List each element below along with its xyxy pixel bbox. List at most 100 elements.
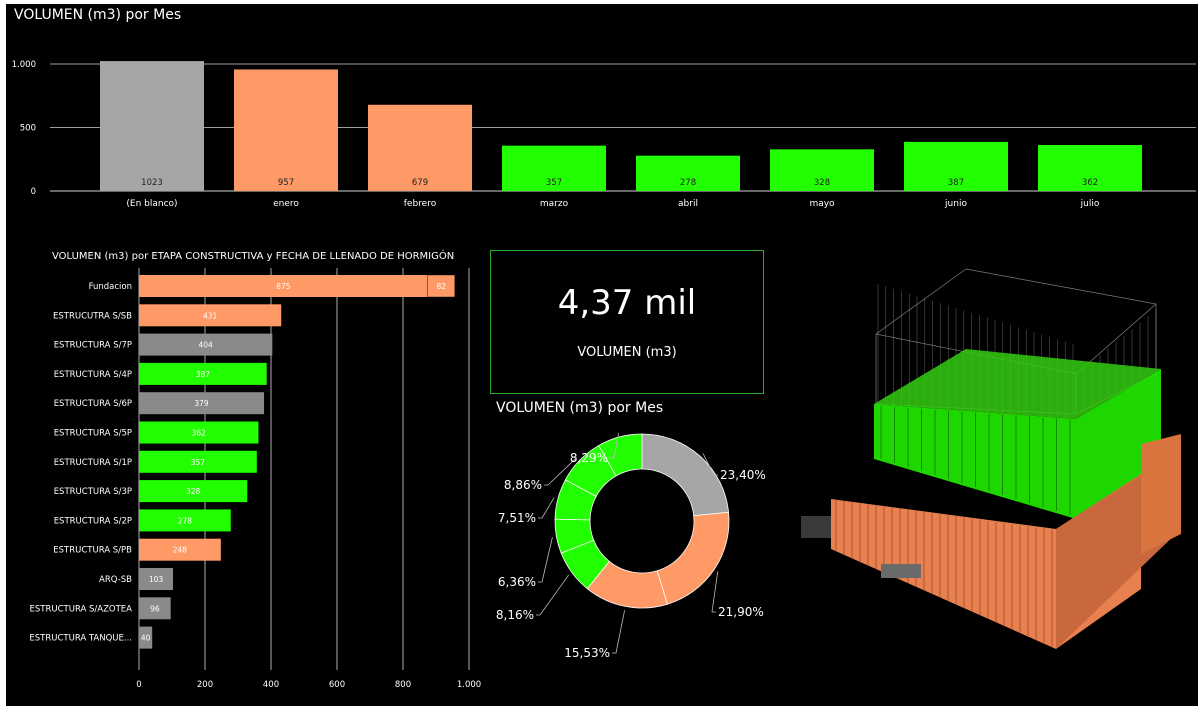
- y-tick-label: 1.000: [12, 60, 36, 70]
- slice-leader-line: [711, 571, 719, 613]
- bar-value-label: 362: [192, 429, 207, 438]
- x-tick-label: 800: [395, 680, 411, 690]
- bar-segment: [427, 274, 456, 298]
- monthly-donut-chart: 23,40% 21,90% 15,53% 8,16% 6,36% 7,51% 8,86% 8,…: [496, 432, 766, 660]
- monthly-donut-title: VOLUMEN (m3) por Mes: [496, 400, 664, 416]
- slice-leader-line: [612, 610, 626, 654]
- bar: [502, 145, 606, 191]
- x-tick-label: mayo: [809, 199, 835, 209]
- y-tick-label: 500: [20, 124, 36, 134]
- donut-slice: [656, 511, 730, 605]
- bar-segment: [139, 509, 231, 532]
- bar-value-label: 875: [276, 282, 291, 291]
- y-category-label: ESTRUCTURA S/6P: [54, 399, 132, 409]
- bar-value-label: 248: [173, 546, 188, 555]
- slice-leader-line: [702, 453, 718, 476]
- slice-label: 8,16%: [496, 608, 534, 622]
- bar-value-label: 328: [814, 178, 830, 188]
- bar-value-label: 357: [546, 178, 562, 188]
- y-category-label: ESTRUCTURA S/1P: [54, 458, 132, 468]
- bar: [368, 104, 472, 191]
- bar-value-label: 278: [178, 516, 193, 525]
- bar-value-label: 431: [203, 311, 218, 320]
- slice-label: 21,90%: [718, 605, 764, 619]
- y-category-label: ESTRUCTURA S/3P: [54, 487, 132, 497]
- slice-label: 7,51%: [498, 511, 536, 525]
- x-tick-label: enero: [273, 199, 299, 209]
- donut-slice: [598, 433, 643, 477]
- bar-value-label: 357: [191, 458, 206, 467]
- y-tick-label: 0: [31, 187, 36, 197]
- x-tick-label: marzo: [540, 199, 569, 209]
- bar: [904, 141, 1008, 191]
- bar-segment: [139, 538, 221, 561]
- bar-segment: [139, 333, 273, 356]
- bar-value-label: 278: [680, 178, 696, 188]
- kpi-value: 4,37 mil: [557, 283, 697, 323]
- x-tick-label: 0: [136, 680, 141, 690]
- y-category-label: Fundacion: [89, 282, 132, 292]
- kpi-label: VOLUMEN (m3): [577, 345, 677, 360]
- bar: [234, 69, 338, 191]
- building-3d-model-image: [801, 268, 1181, 649]
- y-category-label: ESTRUCTURA S/PB: [53, 546, 132, 556]
- slice-leader-line: [610, 432, 619, 459]
- monthly-volume-title: VOLUMEN (m3) por Mes: [14, 7, 182, 23]
- slice-leader-line: [538, 497, 555, 519]
- bar: [100, 61, 204, 192]
- y-category-label: ESTRUCUTRA S/SB: [53, 311, 132, 321]
- y-category-label: ESTRUCTURA S/2P: [54, 516, 132, 526]
- bar-segment: [139, 597, 171, 620]
- bar-value-label: 404: [198, 341, 213, 350]
- bar-value-label: 957: [278, 178, 294, 188]
- bar: [636, 155, 740, 191]
- x-tick-label: febrero: [404, 199, 437, 209]
- y-category-label: ESTRUCTURA TANQUE...: [29, 634, 132, 644]
- x-tick-label: junio: [944, 199, 967, 209]
- slice-label: 8,29%: [570, 451, 608, 465]
- slice-label: 15,53%: [564, 646, 610, 660]
- x-tick-label: 600: [329, 680, 345, 690]
- bar-value-label: 387: [948, 178, 964, 188]
- bar: [770, 149, 874, 191]
- slice-label: 23,40%: [720, 468, 766, 482]
- bar-segment: [139, 480, 248, 503]
- slice-label: 8,86%: [504, 478, 542, 492]
- dashboard-panel: VOLUMEN (m3) por Mes 0 500 1.000 1023 (En bl…: [6, 4, 1198, 706]
- slice-leader-line: [538, 537, 553, 583]
- slice-leader-line: [536, 574, 570, 616]
- x-tick-label: 200: [197, 680, 213, 690]
- bar-segment: [139, 626, 153, 649]
- bar-segment: [139, 362, 267, 385]
- slice-leader-line: [544, 457, 578, 486]
- y-category-label: ARQ-SB: [99, 575, 132, 585]
- stage-volume-bar-chart: 0 200 400 600 800 1.000 Fundacion 875 82 ESTRUCUT…: [29, 268, 481, 690]
- monthly-volume-bar-chart: 0 500 1.000 1023 (En blanco) 957 enero 679 febre…: [12, 60, 1196, 209]
- bar-value-label: 1023: [141, 178, 163, 188]
- bar-value-label: 679: [412, 178, 428, 188]
- x-tick-label: (En blanco): [126, 199, 177, 209]
- y-category-label: ESTRUCTURA S/4P: [54, 370, 132, 380]
- bar-segment: [139, 450, 257, 473]
- bar-value-label: 103: [149, 575, 164, 584]
- y-category-label: ESTRUCTURA S/AZOTEA: [30, 604, 133, 614]
- bar-segment: [139, 304, 282, 327]
- bar: [1038, 145, 1142, 191]
- x-tick-label: 400: [263, 680, 279, 690]
- bar-segment: [139, 568, 173, 590]
- bar-segment: [139, 421, 259, 444]
- kpi-card: 4,37 mil VOLUMEN (m3): [490, 250, 764, 394]
- bar-segment: [139, 275, 428, 297]
- bar-value-label: 40: [141, 634, 151, 643]
- bar-value-label: 82: [437, 282, 447, 291]
- bar-value-label: 379: [194, 399, 209, 408]
- x-tick-label: abril: [678, 199, 698, 209]
- y-category-label: ESTRUCTURA S/7P: [54, 341, 132, 351]
- bar-segment: [139, 392, 265, 415]
- bar-value-label: 96: [150, 604, 160, 613]
- bar-value-label: 328: [186, 487, 201, 496]
- slice-label: 6,36%: [498, 575, 536, 589]
- bar-value-label: 362: [1082, 178, 1098, 188]
- x-tick-label: julio: [1080, 199, 1100, 209]
- y-category-label: ESTRUCTURA S/5P: [54, 429, 132, 439]
